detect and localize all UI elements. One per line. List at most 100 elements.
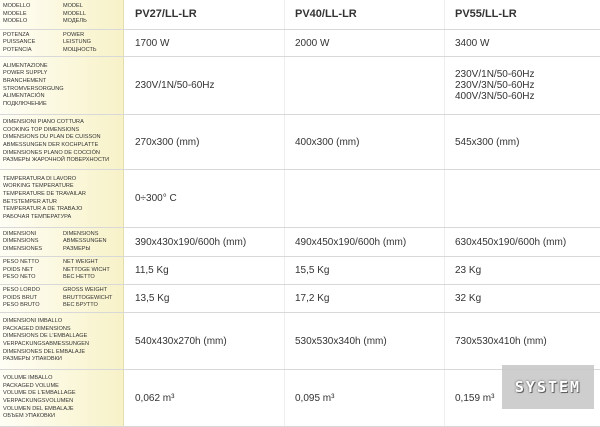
value-cell: 230V/1N/50-60Hz (125, 57, 285, 114)
value-cell: 23 Kg (445, 257, 600, 284)
value-cell: 730x530x410h (mm) (445, 313, 600, 369)
value-text: 270x300 (mm) (135, 136, 200, 148)
label-text: MODELLO (3, 3, 31, 10)
label-text: PESO NETO (3, 274, 36, 281)
label-text: ВЕС БРУТТО (63, 302, 98, 309)
value-cell: 270x300 (mm) (125, 115, 285, 169)
label-line: BRANCHEMENT (3, 77, 47, 84)
label-line: ABMESSUNGEN DER KOCHPLATTE (3, 142, 99, 148)
label-text: PUISSANCE (3, 39, 36, 46)
model-name: PV27/LL-LR (135, 8, 197, 20)
label-line: STROMVERSORGUNG (3, 85, 64, 92)
value-text: 490x450x190/600h (mm) (295, 236, 407, 248)
label-text: MODELE (3, 10, 27, 17)
label-text: ВЕС НЕТТО (63, 274, 95, 281)
label-cell: DIMENSIONI DIMENSIONS DIMENSIONS ABMESSUNGE… (0, 228, 124, 256)
label-line: MODELO МОДЕЛЬ (3, 18, 123, 26)
label-text: PESO BRUTO (3, 302, 40, 309)
label-text: NET WEIGHT (63, 259, 99, 266)
value-text: 0÷300° C (135, 193, 177, 204)
label-line: BETSTEMPER ATUR (3, 198, 57, 205)
value-cell: 17,2 Kg (285, 285, 445, 312)
value-cell (285, 57, 445, 114)
value-text: 23 Kg (455, 265, 482, 276)
model-name: PV40/LL-LR (295, 8, 357, 20)
label-line: POTENZA POWER (3, 32, 123, 40)
label-line: TEMPERATUR A DE TRABAJO (3, 206, 83, 213)
value-cell: 13,5 Kg (125, 285, 285, 312)
value-text: 630x450x190/600h (mm) (455, 236, 567, 248)
value-text: 230V/3N/50-60Hz (455, 80, 535, 91)
label-text: МОДЕЛЬ (63, 18, 87, 25)
label-text: MODEL (63, 3, 83, 10)
label-line: POTENCIA МОЩНОСТЬ (3, 47, 123, 55)
table-row: PESO NETTO NET WEIGHT POIDS NET NETTOGE WIC… (0, 257, 600, 285)
value-cell: PV40/LL-LR (285, 0, 445, 29)
table-row: ALIMENTAZIONE POWER SUPPLY BRANCHEMENT STRO… (0, 57, 600, 115)
value-text: 400V/3N/50-60Hz (455, 91, 535, 102)
label-cell: TEMPERATURA DI LAVORO WORKING TEMPERATURE… (0, 170, 124, 227)
label-line: TEMPERATURA DI LAVORO (3, 175, 77, 182)
label-line: VOLUME IMBALLO (3, 375, 53, 382)
label-line: POIDS NET NETTOGE WICHT (3, 267, 123, 275)
logo: SYSTEM (502, 365, 594, 409)
value-cell: 530x530x340h (mm) (285, 313, 445, 369)
label-line: DIMENSIONI PIANO COTTURA (3, 119, 84, 126)
label-text: BRUTTOGEWICHT (63, 294, 113, 301)
label-cell: DIMENSIONI PIANO COTTURA COOKING TOP DIME… (0, 115, 124, 169)
label-line: РАБОЧАЯ ТЕМПЕРАТУРА (3, 213, 72, 220)
value-cell (445, 170, 600, 227)
label-line: РАЗМЕРЫ УПАКОВКИ (3, 356, 62, 363)
label-line: DIMENSIONES PLANO DE COCCIÓN (3, 149, 100, 156)
value-cell: 540x430x270h (mm) (125, 313, 285, 369)
label-line: ОБЪЕМ УПАКОВКИ (3, 413, 56, 420)
label-cell: ALIMENTAZIONE POWER SUPPLY BRANCHEMENT STRO… (0, 57, 124, 114)
value-text: 390x430x190/600h (mm) (135, 236, 247, 248)
value-cell: 0,095 m³ (285, 370, 445, 426)
label-text: POWER (63, 31, 85, 38)
label-line: DIMENSIONES РАЗМЕРЫ (3, 246, 123, 254)
label-line: DIMENSIONS ABMESSUNGEN (3, 238, 123, 246)
label-line: DIMENSIONI DIMENSIONS (3, 231, 123, 239)
label-cell: POTENZA POWER PUISSANCE LEISTUNG POTENCIA МОЩ… (0, 30, 124, 56)
value-cell: 1700 W (125, 30, 285, 56)
value-text: 15,5 Kg (295, 265, 330, 276)
label-text: MODELO (3, 18, 28, 25)
label-line: MODELLO MODEL (3, 3, 123, 11)
label-text: MODELL (63, 10, 87, 17)
value-cell: 230V/1N/50-60Hz 230V/3N/50-60Hz 400V/3N/50… (445, 57, 600, 114)
value-text: 400x300 (mm) (295, 136, 360, 148)
value-cell: PV55/LL-LR (445, 0, 600, 29)
value-text: 545x300 (mm) (455, 136, 520, 148)
table-row: DIMENSIONI DIMENSIONS DIMENSIONS ABMESSUNGE… (0, 228, 600, 257)
label-text: POTENCIA (3, 46, 32, 53)
label-line: VERPACKUNGSABMESSUNGEN (3, 341, 89, 347)
value-cell: 545x300 (mm) (445, 115, 600, 169)
value-text: 230V/1N/50-60Hz (135, 80, 215, 91)
value-text: 32 Kg (455, 293, 482, 304)
label-text: LEISTUNG (63, 39, 91, 46)
label-text: POIDS BRUT (3, 294, 38, 301)
label-text: DIMENSIONES (3, 245, 43, 252)
label-cell: VOLUME IMBALLO PACKAGED VOLUME VOLUME DE L… (0, 370, 124, 426)
table-row: MODELLO MODEL MODELE MODELL MODELO МОДЕЛЬ PV27… (0, 0, 600, 30)
value-cell: 11,5 Kg (125, 257, 285, 284)
label-text: PESO LORDO (3, 287, 40, 294)
label-line: PACKAGED VOLUME (3, 382, 59, 389)
label-line: DIMENSIONS DE L'EMBALLAGE (3, 333, 88, 340)
label-text: DIMENSIONS (63, 230, 99, 237)
table-row: PESO LORDO GROSS WEIGHT POIDS BRUT BRUTTOGE… (0, 285, 600, 313)
model-name: PV55/LL-LR (455, 8, 517, 20)
table-row: TEMPERATURA DI LAVORO WORKING TEMPERATURE… (0, 170, 600, 228)
label-line: POIDS BRUT BRUTTOGEWICHT (3, 295, 123, 303)
label-text: DIMENSIONS (3, 238, 39, 245)
value-text: 17,2 Kg (295, 293, 330, 304)
value-text: 2000 W (295, 37, 330, 49)
table-row: POTENZA POWER PUISSANCE LEISTUNG POTENCIA МОЩ… (0, 30, 600, 57)
label-line: PUISSANCE LEISTUNG (3, 39, 123, 47)
label-line: DIMENSIONES DEL EMBALAJE (3, 348, 86, 355)
value-text: 230V/1N/50-60Hz (455, 69, 535, 80)
label-line: MODELE MODELL (3, 11, 123, 19)
label-line: DIMENSIONI IMBALLO (3, 318, 63, 325)
label-line: РАЗМЕРЫ ЖАРОЧНОЙ ПОВЕРХНОСТИ (3, 157, 110, 164)
